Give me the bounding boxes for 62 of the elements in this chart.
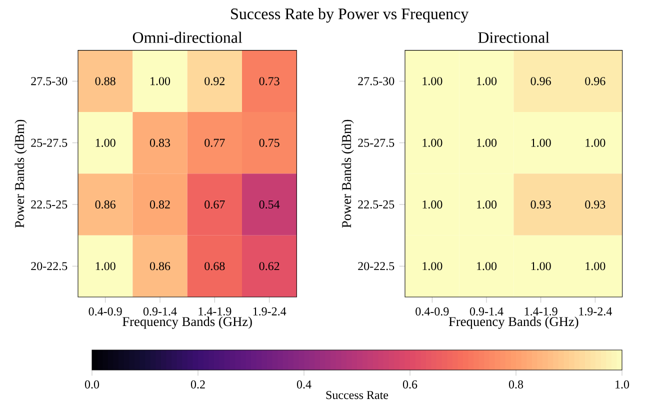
data-label: 0.93 [530, 200, 551, 209]
data-label: 1.00 [477, 77, 497, 86]
data-label: 1.00 [477, 200, 497, 209]
y-tick-label: 20-22.5 [358, 262, 394, 270]
data-label: 1.00 [96, 262, 116, 270]
y-tick-label: 25-27.5 [358, 138, 394, 147]
data-label: 0.82 [150, 200, 170, 209]
data-label: 1.00 [422, 200, 442, 209]
chart-title: Omni-directional [132, 32, 242, 43]
x-tick-label: 1.9-2.4 [253, 307, 286, 316]
data-label: 0.92 [204, 77, 224, 86]
x-tick-label: 0.4-0.9 [88, 307, 122, 316]
data-label: 1.00 [150, 77, 170, 86]
data-label: 1.00 [96, 138, 116, 147]
y-axis-title: Power Bands (dBm) [14, 120, 27, 228]
data-label: 1.00 [477, 262, 497, 270]
y-tick-label: 22.5-25 [358, 200, 394, 209]
y-axis-title: Power Bands (dBm) [342, 120, 354, 228]
data-label: 0.86 [150, 262, 170, 270]
y-tick-label: 25-27.5 [31, 138, 68, 147]
y-tick-label: 27.5-30 [31, 77, 68, 86]
color-bar-label: 0.4 [296, 380, 312, 389]
chart-title: Directional [478, 32, 550, 43]
x-tick-label: 1.4-1.9 [524, 307, 558, 316]
data-label: 0.93 [585, 200, 606, 209]
data-label: 1.00 [586, 262, 606, 270]
data-label: 0.68 [204, 262, 225, 270]
data-label: 0.88 [95, 77, 116, 86]
data-label: 1.00 [531, 262, 551, 270]
data-label: 0.67 [204, 200, 225, 209]
color-bar-label: 0.2 [190, 380, 205, 389]
data-label: 0.62 [259, 262, 280, 270]
color-bar-title: Success Rate [326, 391, 388, 400]
data-label: 1.00 [586, 138, 606, 147]
x-axis-title: Frequency Bands (GHz) [448, 316, 578, 329]
y-tick-label: 22.5-25 [31, 200, 68, 209]
data-label: 0.83 [150, 138, 170, 147]
text: Success Rate by Power vs Frequency [231, 8, 469, 23]
x-axis-title: Frequency Bands (GHz) [122, 316, 252, 329]
color-bar-label: 0.8 [508, 380, 524, 389]
color-bar-label: 0.6 [402, 380, 418, 389]
data-label: 1.00 [422, 77, 442, 86]
data-label: 0.77 [204, 138, 225, 147]
y-tick-label: 27.5-30 [358, 77, 394, 86]
color-bar-label: 0.0 [84, 380, 100, 389]
data-label: 1.00 [531, 138, 551, 147]
x-tick-label: 1.9-2.4 [579, 307, 612, 316]
data-label: 0.75 [259, 138, 280, 147]
data-label: 0.96 [530, 77, 551, 86]
y-tick-label: 20-22.5 [31, 262, 68, 270]
data-label: 0.54 [259, 200, 280, 209]
data-label: 1.00 [422, 262, 442, 270]
x-tick-label: 0.9-1.4 [470, 307, 504, 316]
data-label: 1.00 [422, 138, 442, 147]
x-tick-label: 1.4-1.9 [198, 307, 232, 316]
data-label: 0.96 [585, 77, 606, 86]
x-tick-label: 0.4-0.9 [416, 307, 449, 316]
x-tick-label: 0.9-1.4 [143, 307, 177, 316]
data-label: 0.73 [259, 77, 280, 86]
data-label: 1.00 [477, 138, 497, 147]
data-label: 0.86 [95, 200, 116, 209]
color-bar-label: 1.0 [616, 380, 630, 389]
